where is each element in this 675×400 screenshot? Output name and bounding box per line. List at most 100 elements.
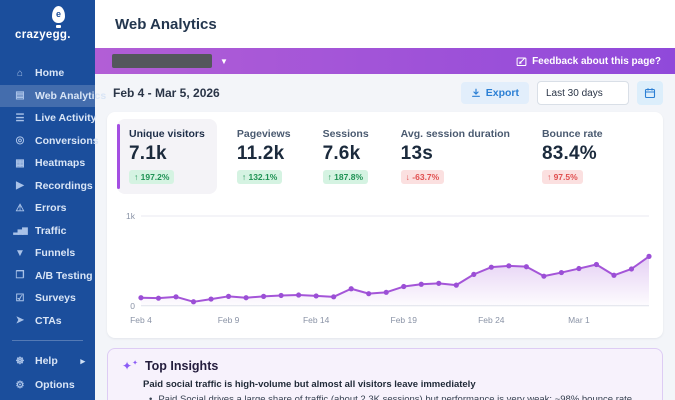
date-period-value: Last 30 days (546, 87, 603, 99)
analytics-card: Unique visitors 7.1k ↑ 197.2% Pageviews 11.2… (107, 112, 663, 338)
svg-text:1k: 1k (126, 211, 136, 221)
sidebar-item-heatmaps[interactable]: ▦ Heatmaps (0, 152, 95, 175)
sidebar-item-funnels[interactable]: ▼ Funnels (0, 242, 95, 265)
visitors-line-chart[interactable]: 0 1k Feb 4 Feb 9 Feb 14 Feb 19 Feb 24 Mar 1 (107, 194, 663, 338)
svg-text:Feb 19: Feb 19 (391, 315, 418, 325)
stat-delta-badge: ↑ 187.8% (322, 170, 369, 184)
insight-headline: Paid social traffic is high-volume but a… (143, 378, 476, 390)
stat-tile-avg-session-duration[interactable]: Avg. session duration 13s ↓ -63.7% (389, 119, 522, 194)
crazyegg-logo[interactable]: e crazyegg. (0, 0, 95, 50)
insight-bullet: • Paid Social drives a large share of tr… (149, 393, 648, 400)
sidebar-item-label: Options (35, 379, 75, 391)
sidebar-item-help[interactable]: ☸ Help ▸ (0, 349, 95, 373)
page-header: Web Analytics (95, 0, 675, 48)
svg-text:Feb 24: Feb 24 (478, 315, 505, 325)
sidebar-footer-nav: ☸ Help ▸ ⚙ Options (0, 349, 95, 397)
stat-label: Unique visitors (129, 128, 205, 140)
live-activity-icon: ☰ (15, 112, 25, 124)
feedback-icon (516, 57, 527, 66)
stat-label: Bounce rate (541, 128, 603, 140)
stat-delta-badge: ↑ 132.1% (236, 170, 283, 184)
calendar-icon (644, 88, 656, 99)
svg-text:Feb 14: Feb 14 (303, 315, 330, 325)
sidebar-item-label: Funnels (35, 247, 76, 260)
insight-bullet-text: Paid Social drives a large share of traf… (158, 393, 633, 400)
conversions-icon: ◎ (15, 135, 25, 147)
stat-value: 7.6k (322, 143, 361, 164)
sidebar-item-label: Conversions (35, 134, 99, 147)
sidebar: e crazyegg. ⌂ Home ▤ Web Analytics ☰ Live Act… (0, 0, 106, 400)
sidebar-item-a-b-testing[interactable]: ❐ A/B Testing (0, 265, 95, 288)
chevron-right-icon: ▸ (80, 355, 85, 366)
stat-value: 11.2k (236, 143, 285, 164)
stat-label: Avg. session duration (400, 128, 510, 140)
stat-value: 13s (400, 143, 433, 164)
stats-row: Unique visitors 7.1k ↑ 197.2% Pageviews 11.2… (107, 119, 663, 194)
sidebar-item-label: Live Activity (35, 112, 97, 125)
svg-text:0: 0 (130, 301, 135, 311)
feedback-label: Feedback about this page? (532, 55, 661, 67)
site-selector-bar: ▼ Feedback about this page? (95, 48, 675, 74)
sidebar-nav: ⌂ Home ▤ Web Analytics ☰ Live Activity ◎ Conver… (0, 62, 106, 333)
sidebar-item-label: Errors (35, 202, 67, 215)
sidebar-item-options[interactable]: ⚙ Options (0, 373, 95, 397)
export-button[interactable]: Export (460, 82, 529, 104)
sidebar-item-label: Traffic (35, 224, 67, 237)
options-icon: ⚙ (15, 379, 25, 391)
date-toolbar: Feb 4 - Mar 5, 2026 Export Last 30 days (95, 74, 675, 112)
sidebar-item-label: Heatmaps (35, 157, 86, 170)
sidebar-item-label: Surveys (35, 292, 76, 305)
bullet-dot: • (149, 393, 153, 400)
sidebar-item-label: Home (35, 67, 65, 80)
sidebar-item-label: Web Analytics (35, 89, 107, 102)
site-selector-dropdown[interactable] (112, 54, 212, 68)
calendar-button[interactable] (637, 81, 663, 105)
sidebar-item-conversions[interactable]: ◎ Conversions (0, 130, 99, 153)
stat-tile-bounce-rate[interactable]: Bounce rate 83.4% ↑ 97.5% (530, 119, 615, 194)
page-title: Web Analytics (115, 15, 217, 33)
stat-tile-unique-visitors[interactable]: Unique visitors 7.1k ↑ 197.2% (117, 119, 217, 194)
funnels-icon: ▼ (15, 247, 25, 259)
svg-text:Feb 4: Feb 4 (130, 315, 152, 325)
svg-text:Feb 9: Feb 9 (218, 315, 240, 325)
surveys-icon: ☑ (15, 292, 25, 304)
top-insights-panel: ✦✦ Top Insights Paid social traffic is h… (107, 347, 663, 400)
feedback-link[interactable]: Feedback about this page? (516, 56, 661, 67)
crazyegg-balloon-icon: e (52, 6, 65, 28)
sidebar-item-label: Recordings (35, 179, 93, 192)
sidebar-item-errors[interactable]: ⚠ Errors (0, 197, 95, 220)
sidebar-item-live-activity[interactable]: ☰ Live Activity (0, 107, 97, 130)
sidebar-item-surveys[interactable]: ☑ Surveys (0, 287, 95, 310)
recordings-icon: ▶ (16, 180, 24, 192)
stat-value: 83.4% (541, 143, 597, 164)
sidebar-item-web-analytics[interactable]: ▤ Web Analytics (0, 84, 106, 107)
date-range-label: Feb 4 - Mar 5, 2026 (113, 86, 220, 100)
chevron-down-icon: ▼ (220, 56, 228, 66)
sidebar-item-label: Help (35, 355, 58, 367)
traffic-icon: ▂▅▇ (13, 227, 27, 235)
sidebar-divider (12, 340, 83, 341)
insights-title: Top Insights (144, 358, 219, 373)
stat-delta-badge: ↑ 197.2% (129, 170, 175, 184)
heatmaps-icon: ▦ (15, 157, 25, 169)
sidebar-item-label: CTAs (35, 314, 62, 327)
svg-text:Mar 1: Mar 1 (568, 315, 590, 325)
sidebar-item-home[interactable]: ⌂ Home (0, 62, 95, 85)
stat-delta-badge: ↓ -63.7% (400, 170, 445, 184)
stat-label: Pageviews (236, 128, 291, 140)
home-icon: ⌂ (16, 67, 24, 79)
stat-tile-sessions[interactable]: Sessions 7.6k ↑ 187.8% (311, 119, 381, 194)
export-label: Export (485, 87, 519, 99)
sparkle-icon: ✦✦ (122, 358, 138, 373)
logo-text: crazyegg. (15, 29, 71, 41)
sidebar-item-ctas[interactable]: ➤ CTAs (0, 310, 95, 333)
stat-tile-pageviews[interactable]: Pageviews 11.2k ↑ 132.1% (225, 119, 303, 194)
date-period-select[interactable]: Last 30 days (537, 81, 629, 105)
main-area: Web Analytics ▼ Feedback about this page… (95, 0, 675, 400)
sidebar-item-traffic[interactable]: ▂▅▇ Traffic (0, 220, 95, 243)
stat-label: Sessions (322, 128, 369, 140)
ab-testing-icon: ❐ (15, 270, 25, 282)
help-icon: ☸ (15, 355, 25, 367)
sidebar-item-recordings[interactable]: ▶ Recordings (0, 175, 95, 198)
